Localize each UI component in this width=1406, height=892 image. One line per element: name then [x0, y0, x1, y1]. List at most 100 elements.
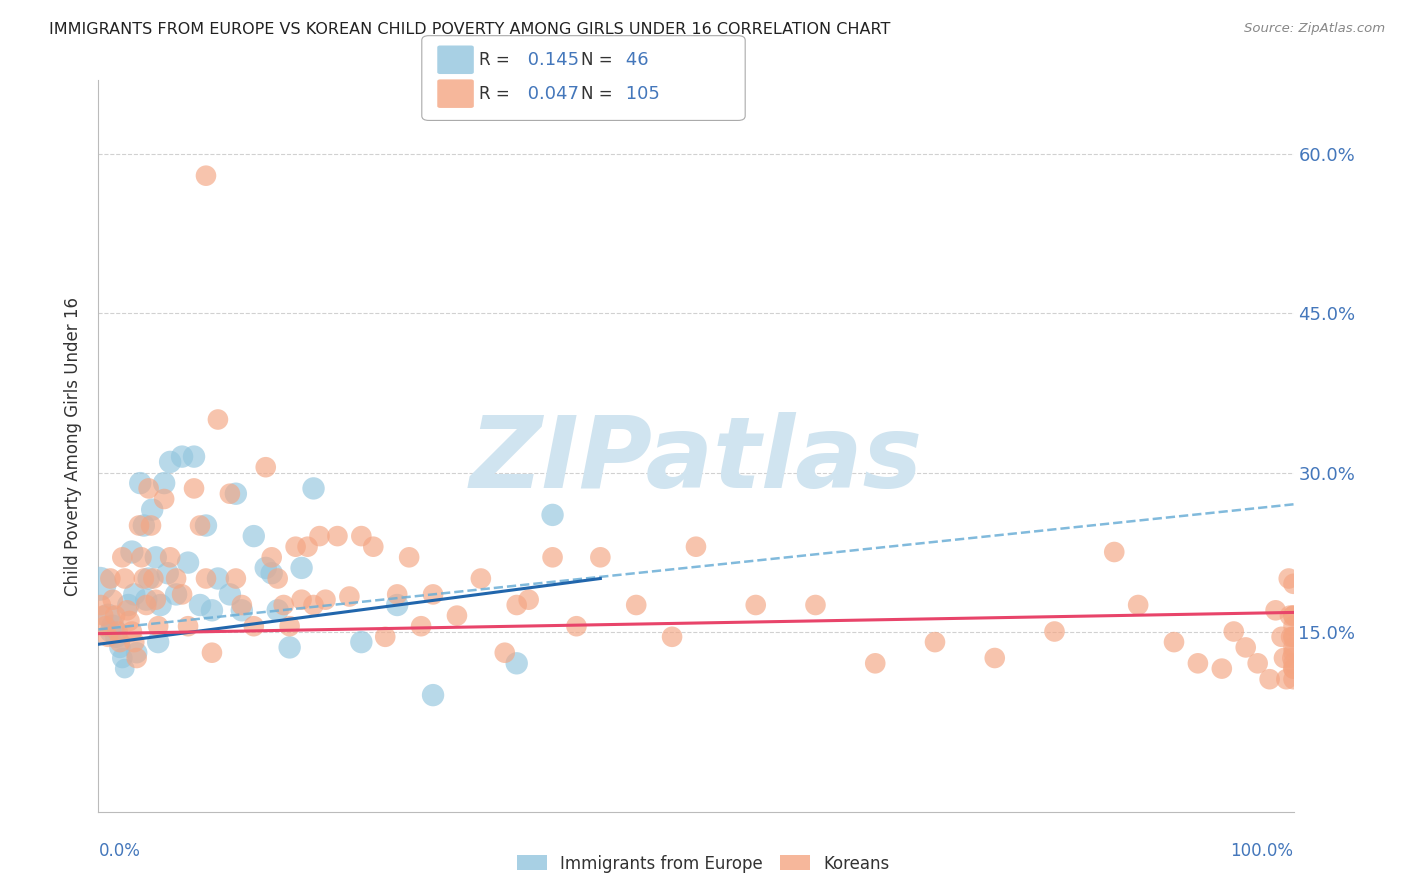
- Point: [1272, 651, 1295, 665]
- Point: [278, 619, 301, 633]
- Point: [125, 646, 148, 660]
- Point: [115, 603, 138, 617]
- Point: [111, 550, 134, 565]
- Point: [865, 657, 887, 671]
- Point: [201, 646, 224, 660]
- Point: [685, 540, 707, 554]
- Point: [135, 592, 157, 607]
- Point: [188, 598, 211, 612]
- Point: [225, 572, 247, 586]
- Point: [145, 592, 167, 607]
- Text: R =: R =: [479, 85, 516, 103]
- Point: [111, 651, 134, 665]
- Point: [121, 545, 143, 559]
- Point: [132, 518, 155, 533]
- Point: [108, 640, 131, 655]
- Point: [1187, 657, 1209, 671]
- Point: [159, 455, 181, 469]
- Point: [385, 587, 409, 601]
- Point: [260, 550, 283, 565]
- Text: R =: R =: [479, 51, 516, 69]
- Text: ZIPatlas: ZIPatlas: [470, 412, 922, 509]
- Point: [195, 518, 218, 533]
- Point: [98, 572, 122, 586]
- Point: [302, 482, 325, 496]
- Point: [1278, 572, 1301, 586]
- Text: N =: N =: [581, 85, 617, 103]
- Point: [195, 169, 218, 183]
- Y-axis label: Child Poverty Among Girls Under 16: Child Poverty Among Girls Under 16: [65, 296, 83, 596]
- Point: [142, 572, 165, 586]
- Text: IMMIGRANTS FROM EUROPE VS KOREAN CHILD POVERTY AMONG GIRLS UNDER 16 CORRELATION : IMMIGRANTS FROM EUROPE VS KOREAN CHILD P…: [49, 22, 890, 37]
- Legend: Immigrants from Europe, Koreans: Immigrants from Europe, Koreans: [510, 848, 896, 880]
- Point: [121, 624, 143, 639]
- Point: [159, 550, 181, 565]
- Point: [114, 572, 136, 586]
- Point: [195, 572, 218, 586]
- Point: [153, 491, 176, 506]
- Point: [374, 630, 396, 644]
- Point: [225, 486, 247, 500]
- Point: [207, 412, 229, 426]
- Point: [1279, 630, 1302, 644]
- Point: [267, 603, 290, 617]
- Point: [148, 619, 170, 633]
- Point: [1282, 662, 1305, 676]
- Point: [138, 572, 160, 586]
- Point: [97, 630, 120, 644]
- Point: [177, 556, 200, 570]
- Point: [124, 587, 146, 601]
- Point: [1104, 545, 1126, 559]
- Point: [1282, 619, 1305, 633]
- Point: [177, 619, 200, 633]
- Point: [129, 476, 152, 491]
- Point: [284, 540, 307, 554]
- Point: [1128, 598, 1150, 612]
- Point: [260, 566, 283, 581]
- Point: [1282, 630, 1305, 644]
- Point: [350, 529, 373, 543]
- Point: [107, 624, 129, 639]
- Point: [183, 482, 205, 496]
- Point: [98, 624, 122, 639]
- Text: 0.145: 0.145: [522, 51, 579, 69]
- Point: [117, 598, 139, 612]
- Text: 46: 46: [620, 51, 648, 69]
- Point: [254, 460, 277, 475]
- Point: [804, 598, 827, 612]
- Point: [470, 572, 492, 586]
- Point: [89, 576, 111, 591]
- Point: [517, 592, 540, 607]
- Point: [422, 587, 444, 601]
- Text: N =: N =: [581, 51, 617, 69]
- Point: [494, 646, 516, 660]
- Point: [1211, 662, 1233, 676]
- Point: [207, 572, 229, 586]
- Point: [350, 635, 373, 649]
- Point: [297, 540, 319, 554]
- Point: [165, 572, 187, 586]
- Point: [105, 630, 128, 644]
- Point: [243, 529, 266, 543]
- Point: [104, 608, 127, 623]
- Point: [541, 550, 564, 565]
- Point: [1271, 630, 1294, 644]
- Text: Source: ZipAtlas.com: Source: ZipAtlas.com: [1244, 22, 1385, 36]
- Point: [243, 619, 266, 633]
- Point: [291, 561, 314, 575]
- Point: [984, 651, 1007, 665]
- Point: [172, 450, 194, 464]
- Point: [1282, 608, 1305, 623]
- Point: [165, 587, 187, 601]
- Point: [1282, 646, 1305, 660]
- Point: [91, 608, 114, 623]
- Point: [90, 598, 112, 612]
- Point: [363, 540, 385, 554]
- Point: [411, 619, 433, 633]
- Point: [1281, 651, 1303, 665]
- Point: [114, 662, 136, 676]
- Point: [1247, 657, 1270, 671]
- Point: [183, 450, 205, 464]
- Point: [219, 486, 242, 500]
- Point: [125, 651, 148, 665]
